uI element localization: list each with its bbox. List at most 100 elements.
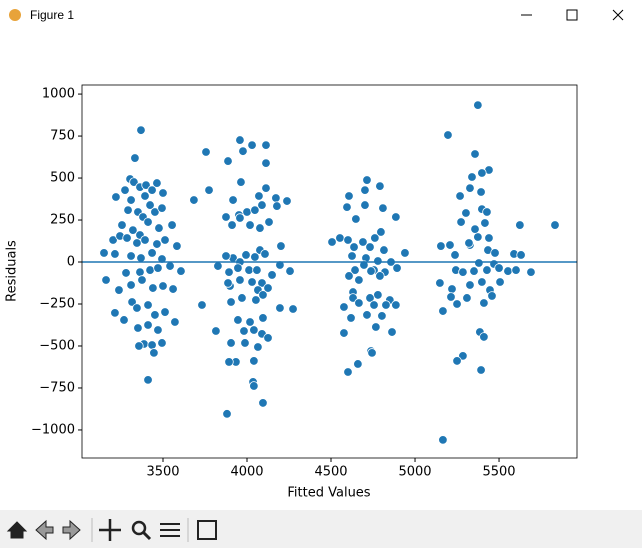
point (452, 356, 462, 366)
point (114, 285, 124, 295)
point (473, 232, 483, 242)
point (261, 183, 271, 193)
point (362, 310, 372, 320)
point (121, 268, 131, 278)
point (153, 263, 163, 273)
point (158, 281, 168, 291)
point (168, 284, 178, 294)
point (235, 135, 245, 145)
y-tick-label: 250 (50, 213, 75, 228)
home-button[interactable] (6, 521, 28, 539)
point (221, 212, 231, 222)
point (458, 267, 468, 277)
y-tick-label: −500 (39, 338, 75, 353)
point (128, 225, 138, 235)
point (349, 242, 359, 252)
y-tick-label: 1000 (42, 87, 75, 102)
point (130, 153, 140, 163)
point (254, 191, 264, 201)
back-button[interactable] (35, 519, 54, 541)
point (147, 185, 157, 195)
point (222, 409, 232, 419)
point (391, 212, 401, 222)
point (371, 322, 381, 332)
point (455, 191, 465, 201)
point (267, 270, 277, 280)
point (470, 149, 480, 159)
point (250, 205, 260, 215)
point (135, 267, 145, 277)
point (461, 208, 471, 218)
point (110, 308, 120, 318)
point (375, 181, 385, 191)
point (237, 293, 247, 303)
point (487, 291, 497, 301)
point (360, 200, 370, 210)
point (143, 375, 153, 385)
point (101, 275, 111, 285)
point (141, 180, 151, 190)
point (197, 300, 207, 310)
point (154, 223, 164, 233)
point (201, 147, 211, 157)
point (157, 338, 167, 348)
close-button[interactable] (612, 9, 624, 21)
y-tick-label: −250 (39, 296, 75, 311)
point (339, 328, 349, 338)
point (247, 277, 257, 287)
point (249, 325, 259, 335)
point (260, 249, 270, 259)
point (241, 250, 251, 260)
point (490, 248, 500, 258)
point (339, 302, 349, 312)
save-button[interactable] (197, 520, 217, 540)
point (244, 265, 254, 275)
point (129, 177, 139, 187)
point (160, 235, 170, 245)
point (373, 290, 383, 300)
y-axis-label: Residuals (5, 240, 20, 302)
point (148, 283, 158, 293)
point (351, 214, 361, 224)
point (378, 203, 388, 213)
point (438, 435, 448, 445)
point (242, 207, 252, 217)
zoom-button[interactable] (131, 520, 147, 536)
plot: 3500 4000 4500 5000 5500 −1000 −750 −500 −250 0 25… (31, 84, 578, 480)
point (126, 195, 136, 205)
configure-button[interactable] (160, 523, 180, 537)
point (458, 351, 468, 361)
maximize-button[interactable] (566, 9, 578, 21)
point (503, 266, 513, 276)
point (223, 156, 233, 166)
point (263, 333, 273, 343)
point (249, 356, 259, 366)
point (143, 320, 153, 330)
point (245, 317, 255, 327)
point (347, 251, 357, 261)
point (473, 100, 483, 110)
forward-button[interactable] (62, 519, 81, 541)
point (511, 265, 521, 275)
point (126, 280, 136, 290)
point (172, 241, 182, 251)
point (477, 168, 487, 178)
point (150, 310, 160, 320)
point (149, 348, 159, 358)
pan-button[interactable] (99, 519, 121, 541)
point (132, 238, 142, 248)
point (482, 265, 492, 275)
point (464, 238, 474, 248)
point (365, 293, 375, 303)
point (263, 283, 273, 293)
point (484, 233, 494, 243)
title-bar: Figure 1 (9, 8, 624, 22)
point (462, 293, 472, 303)
point (157, 254, 167, 264)
point (365, 242, 375, 252)
point (119, 315, 129, 325)
point (344, 271, 354, 281)
point (176, 266, 186, 276)
point (170, 317, 180, 327)
point (467, 172, 477, 182)
